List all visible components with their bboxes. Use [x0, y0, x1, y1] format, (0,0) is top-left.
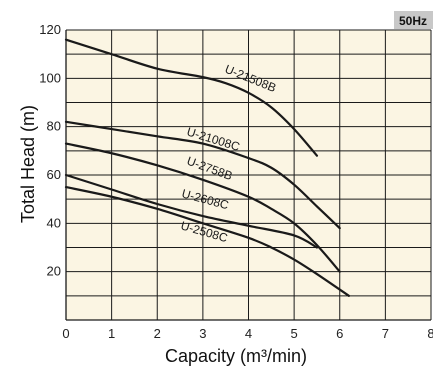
y-tick-label: 120	[39, 22, 61, 37]
series-line-u-21008c	[64, 120, 341, 230]
y-tick-label: 40	[47, 215, 61, 230]
x-tick-label: 5	[291, 326, 298, 341]
frequency-badge	[394, 11, 433, 29]
x-axis-title: Capacity (m³/min)	[165, 346, 307, 366]
series-lines	[64, 38, 350, 297]
y-tick-label: 60	[47, 167, 61, 182]
series-line-u-2608c	[64, 173, 319, 249]
x-tick-label: 1	[108, 326, 115, 341]
x-tick-label: 8	[427, 326, 433, 341]
y-tick-labels: 20 40 60 80 100 120	[39, 22, 61, 279]
x-tick-label: 6	[336, 326, 343, 341]
x-tick-label: 7	[382, 326, 389, 341]
series-line-u-2758b	[64, 142, 341, 273]
y-tick-label: 80	[47, 119, 61, 134]
series-line-u-2508c	[64, 185, 350, 297]
y-tick-label: 100	[39, 70, 61, 85]
x-tick-label: 0	[62, 326, 69, 341]
x-tick-label: 4	[245, 326, 252, 341]
y-tick-label: 20	[47, 264, 61, 279]
horizontal-gridlines	[66, 29, 431, 297]
x-tick-label: 3	[199, 326, 206, 341]
y-axis-title: Total Head (m)	[18, 105, 38, 223]
frequency-badge-label: 50Hz	[399, 14, 427, 28]
x-tick-labels: 0 1 2 3 4 5 6 7 8	[62, 326, 433, 341]
series-line-u-21508b	[64, 38, 319, 157]
x-tick-label: 2	[154, 326, 161, 341]
